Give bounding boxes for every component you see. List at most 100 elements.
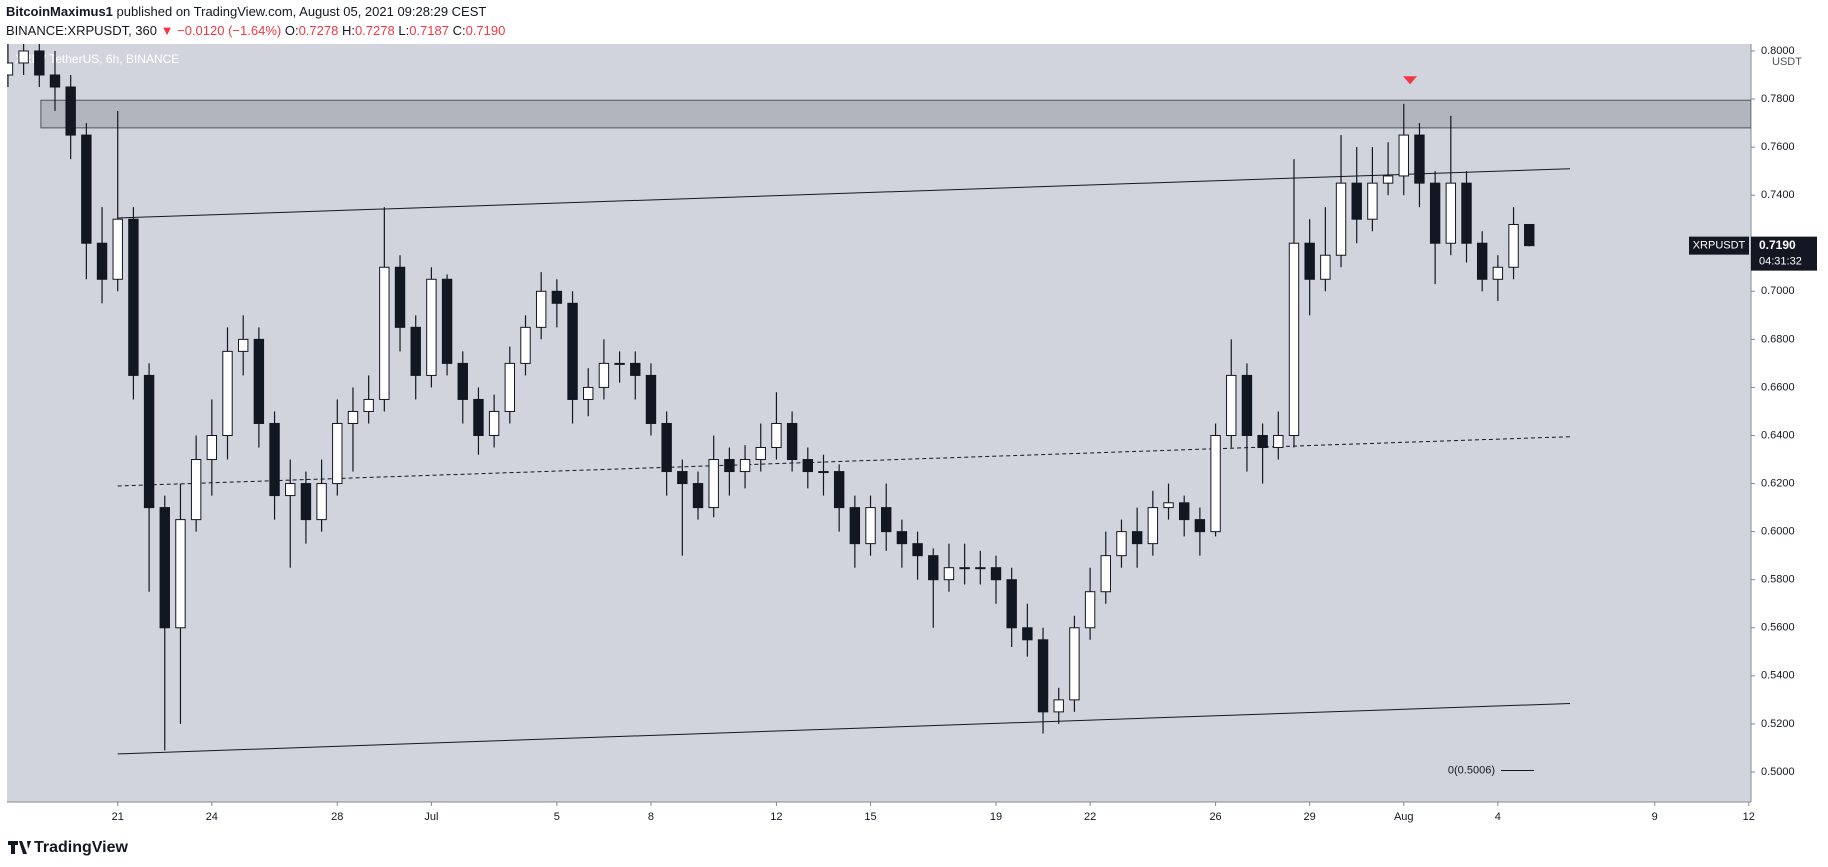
candle-body — [739, 459, 751, 473]
price-badge — [1751, 236, 1817, 271]
candle-body — [1100, 555, 1111, 593]
x-tick-label: 21 — [112, 811, 124, 823]
candle-body — [802, 459, 814, 473]
symbol: BINANCE:XRPUSDT, 360 — [6, 23, 157, 38]
candle-body — [222, 350, 233, 436]
candle-body — [1398, 134, 1409, 177]
candle-body — [394, 266, 406, 328]
x-tick-label: Jul — [424, 811, 438, 823]
candle-body — [1257, 434, 1268, 449]
x-tick-label: 22 — [1084, 811, 1096, 823]
x-tick-label: 4 — [1495, 811, 1501, 823]
candle-body — [959, 567, 970, 570]
candle-body — [1461, 182, 1472, 244]
candle-body — [1476, 242, 1488, 280]
candle-body — [661, 422, 672, 473]
candle-body — [1022, 627, 1033, 641]
price-label: 0.7190 — [1759, 238, 1796, 252]
candle-body — [1006, 579, 1017, 629]
candle-body — [285, 483, 296, 497]
resistance-zone — [40, 99, 1751, 129]
candle-body — [1429, 182, 1441, 244]
x-tick-label: 12 — [1743, 811, 1755, 823]
candle-body — [65, 86, 76, 136]
legend: XRP / TetherUS, 6h, BINANCE — [15, 52, 179, 66]
author: BitcoinMaximus1 — [6, 4, 113, 19]
y-tick-label: 0.6000 — [1761, 526, 1795, 538]
candle-body — [1194, 519, 1206, 533]
candle-body — [1351, 182, 1362, 220]
candle-body — [206, 434, 218, 461]
candle-body — [49, 74, 61, 88]
candle-body — [1320, 254, 1331, 280]
candle-body — [1335, 182, 1347, 256]
marker — [1403, 76, 1418, 85]
x-tick-label: 12 — [770, 811, 782, 823]
x-tick-label: 24 — [206, 811, 218, 823]
candle-body — [143, 374, 155, 509]
x-tick-label: 5 — [554, 811, 560, 823]
candle-body — [253, 338, 265, 424]
candle-body — [535, 290, 547, 328]
plot-background — [7, 44, 1751, 802]
y-tick-label: 0.5600 — [1761, 622, 1795, 634]
y-tick-label: 0.5000 — [1761, 766, 1795, 778]
candle-body — [300, 483, 312, 521]
ohlc-key: O: — [284, 23, 299, 38]
candle-body — [1288, 242, 1300, 436]
x-tick-label: 8 — [648, 811, 654, 823]
candle-body — [426, 278, 437, 376]
candle-body — [1037, 639, 1049, 713]
candle-body — [1414, 134, 1425, 184]
candle-body — [1304, 242, 1315, 280]
x-tick-label: 26 — [1209, 811, 1221, 823]
y-tick-label: 0.6600 — [1761, 381, 1795, 393]
y-tick-label: 0.6200 — [1761, 477, 1795, 489]
candle-body — [18, 50, 29, 64]
candle-body — [755, 447, 766, 461]
candle-body — [1273, 434, 1284, 449]
candle-body — [818, 471, 829, 474]
ohlc-key: H: — [341, 23, 355, 38]
candle-body — [708, 459, 719, 509]
x-tick-label: 28 — [331, 811, 343, 823]
candle-body — [1163, 502, 1174, 509]
candle-body — [1116, 531, 1127, 557]
candle-body — [379, 266, 390, 400]
candle-body — [34, 50, 45, 76]
candle-body — [1210, 434, 1221, 533]
candle-body — [928, 555, 939, 581]
candle-body — [833, 471, 845, 509]
candle-body — [81, 134, 92, 244]
candle-body — [1382, 175, 1394, 184]
candle-body — [849, 507, 861, 545]
candle-body — [473, 398, 484, 436]
candle-body — [943, 567, 955, 581]
candle-body — [990, 567, 1002, 581]
y-tick-label: 0.7000 — [1761, 285, 1795, 297]
candle-body — [630, 362, 641, 376]
candle-body — [1524, 223, 1535, 247]
candle-body — [1226, 374, 1237, 436]
y-tick-label: 0.7400 — [1761, 189, 1795, 201]
candle-body — [865, 507, 876, 545]
ohlc-value: 0.7278 — [298, 23, 339, 38]
candle-body — [1367, 182, 1378, 220]
candle-body — [1147, 507, 1159, 545]
candle-body — [881, 507, 892, 533]
plot — [7, 44, 1751, 772]
y-tick-label: 0.5800 — [1761, 574, 1795, 586]
candle-body — [332, 422, 343, 485]
ohlc-value: 0.7278 — [354, 23, 395, 38]
fib-label: 0(0.5006) — [1448, 764, 1495, 776]
candle-body — [786, 422, 798, 461]
brand-name: TradingView — [34, 839, 129, 856]
countdown: 04:31:32 — [1759, 256, 1802, 268]
symbol-badge — [1689, 236, 1749, 255]
candle-body — [363, 398, 374, 412]
candle-body — [771, 422, 782, 449]
candle-body — [1445, 182, 1457, 244]
candle-body — [488, 410, 500, 436]
y-unit: USDT — [1772, 56, 1802, 68]
